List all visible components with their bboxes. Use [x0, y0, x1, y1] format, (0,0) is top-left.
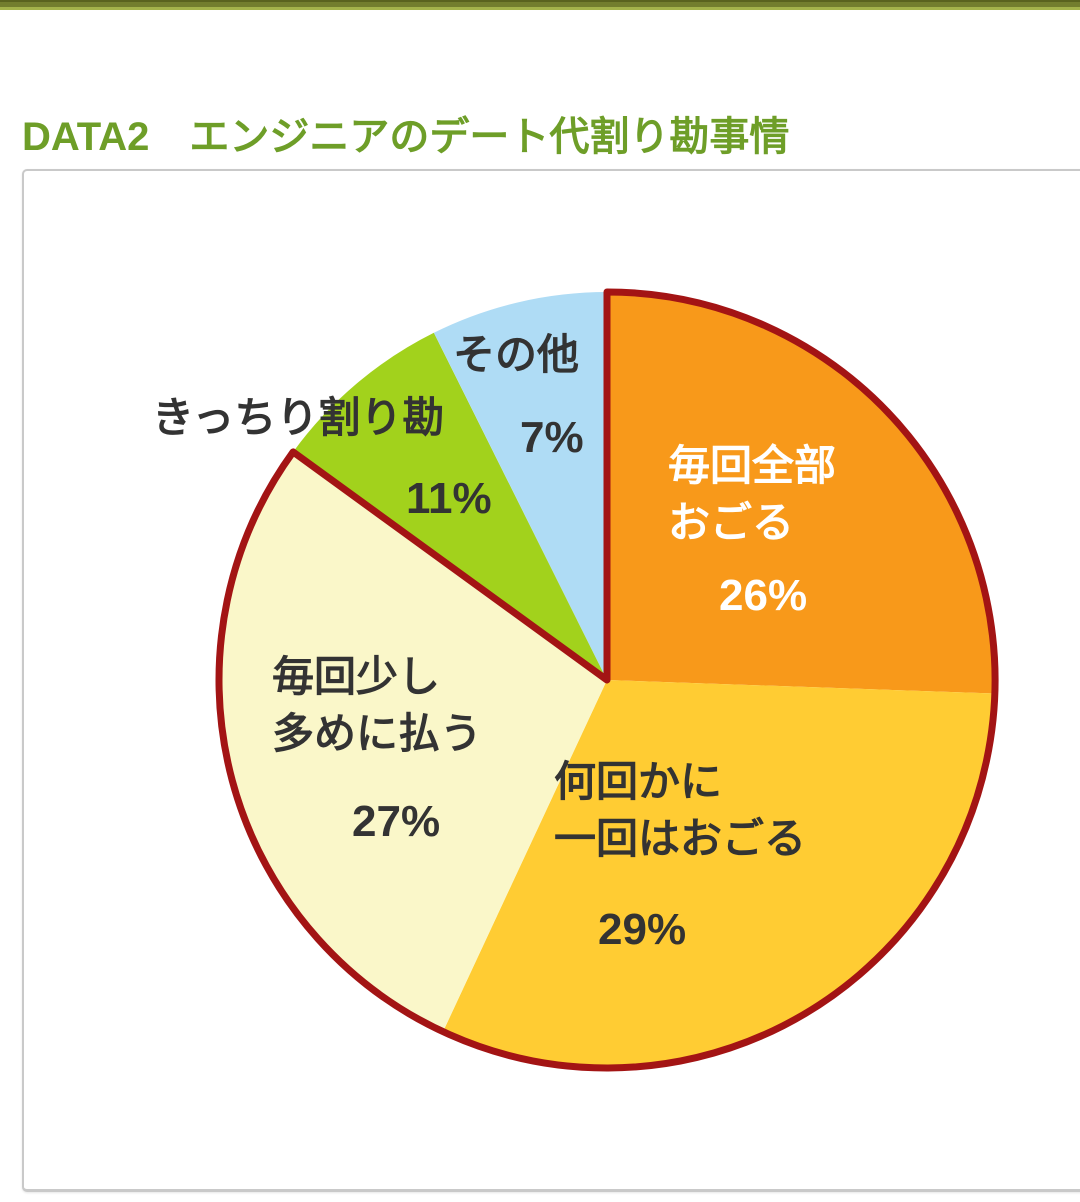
pct-label-27: 27%: [352, 797, 441, 846]
pct-label-7: 7%: [520, 413, 584, 462]
slice-label-other: その他: [453, 326, 579, 383]
slice-label-line: 一回はおごる: [554, 815, 807, 862]
slice-label-line: おごる: [668, 499, 795, 546]
pie-slice: [218, 451, 608, 1032]
pie-slice: [443, 680, 995, 1069]
slice-label-line: 多めに払う: [272, 710, 483, 757]
slice-label-line: 何回かに: [554, 758, 723, 805]
pct-label-11: 11%: [406, 474, 492, 523]
pct-label-26: 26%: [719, 571, 808, 620]
slice-label-line: その他: [453, 331, 580, 378]
slice-label-line: きっちり割り勘: [152, 394, 445, 441]
slice-label-line: 毎回少し: [272, 653, 441, 700]
pie-slice: [215, 288, 999, 1072]
top-accent-bar: [0, 0, 1080, 10]
pie-slice: [607, 292, 995, 694]
slice-label-sometimes-ogoru: 何回かに 一回はおごる: [554, 753, 806, 867]
slice-label-line: 毎回全部: [668, 442, 837, 489]
slice-label-ogoru-all: 毎回全部 おごる: [668, 437, 836, 551]
page-title: DATA2 エンジニアのデート代割り勘事情: [22, 115, 790, 159]
pct-label-29: 29%: [598, 905, 687, 954]
slice-label-pay-more: 毎回少し 多めに払う: [272, 648, 482, 762]
pie-slice: [433, 292, 607, 680]
pie-slice: [293, 332, 607, 680]
slice-label-split-evenly: きっちり割り勘: [152, 389, 444, 446]
